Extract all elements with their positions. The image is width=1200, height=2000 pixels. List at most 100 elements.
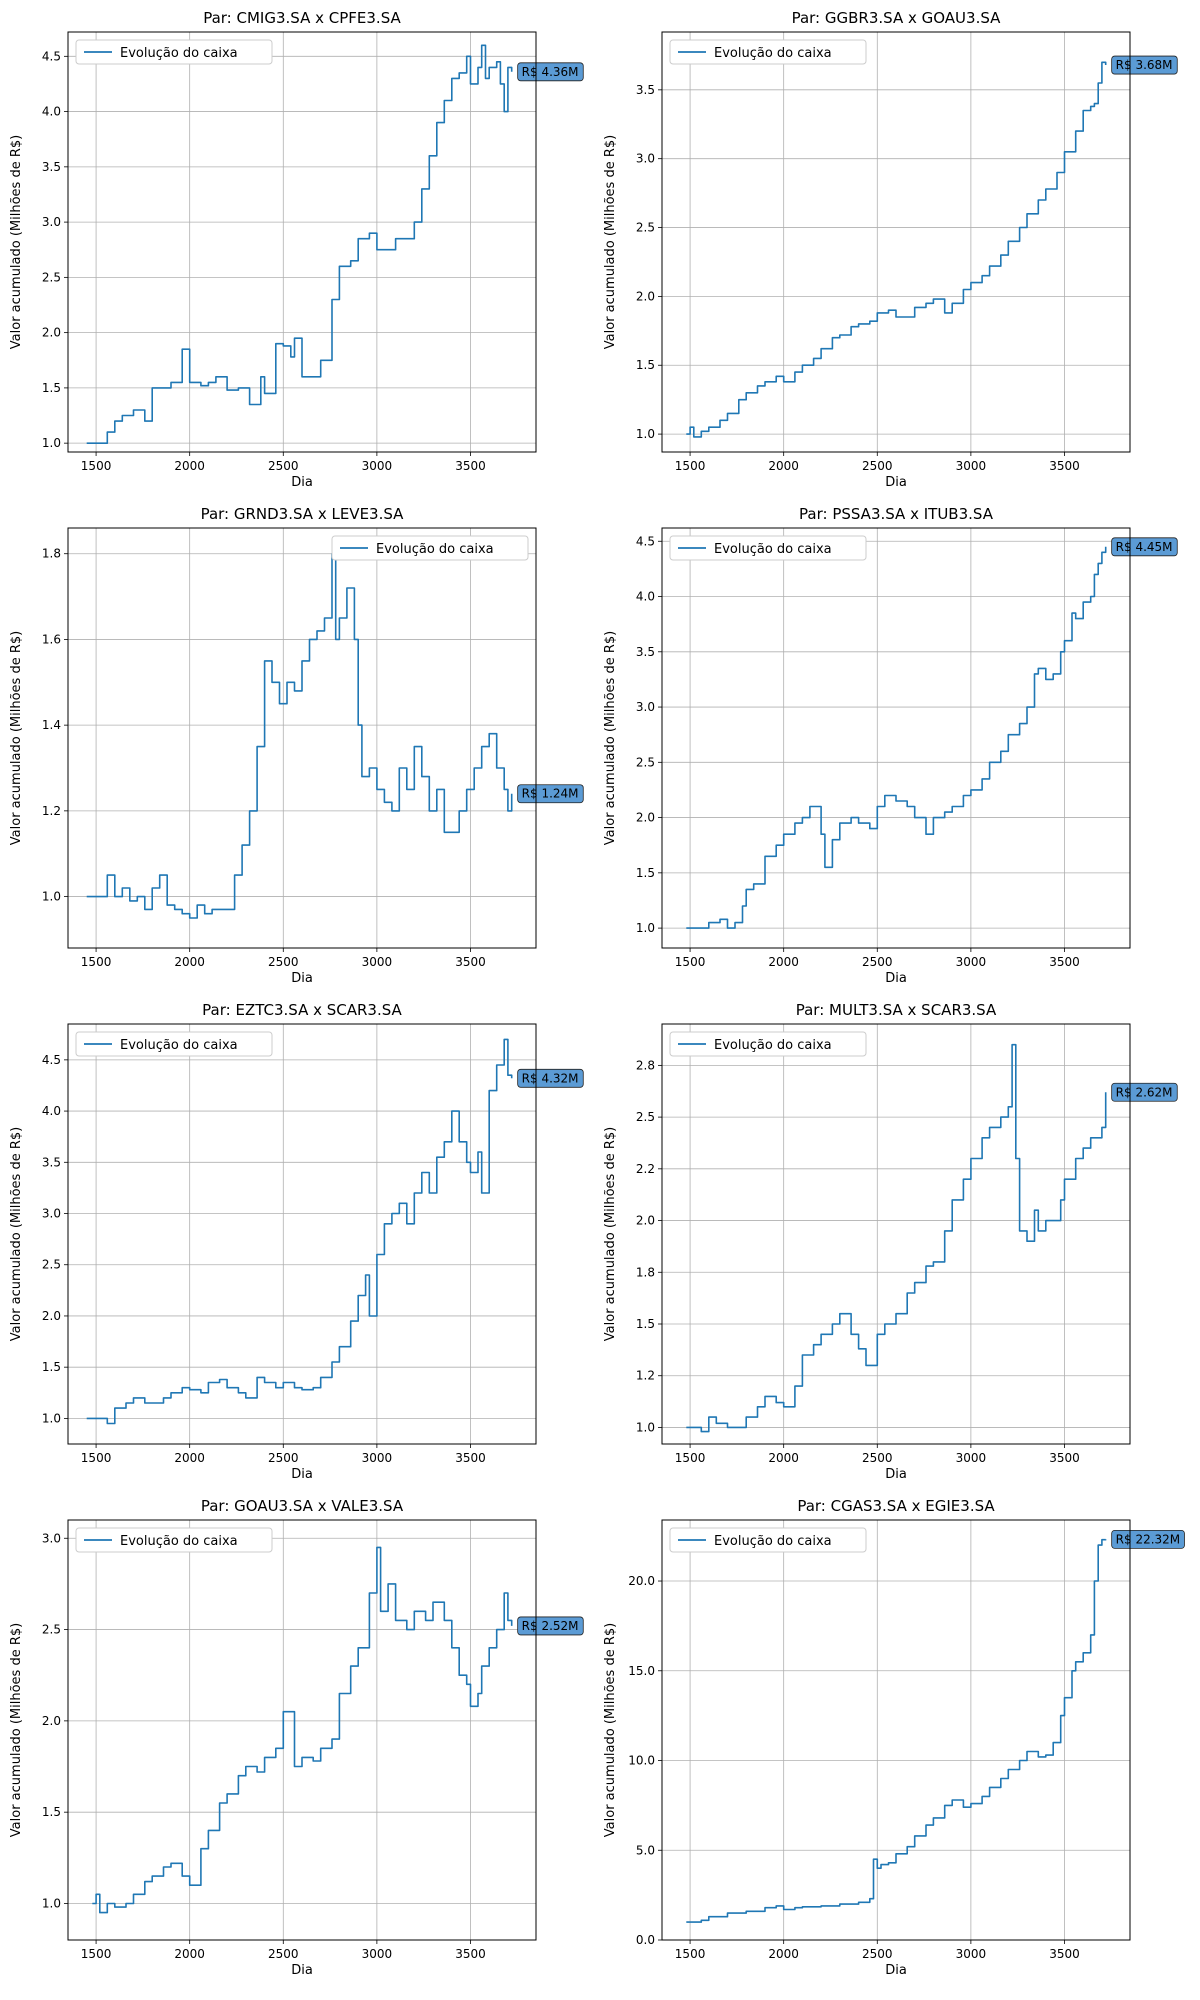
legend-label: Evolução do caixa bbox=[714, 542, 832, 557]
x-tick-label: 3500 bbox=[455, 955, 486, 969]
y-tick-label: 2.5 bbox=[636, 221, 655, 235]
legend-box bbox=[75, 1031, 273, 1057]
y-axis-label: Valor acumulado (Milhões de R$) bbox=[9, 631, 24, 845]
y-tick-label: 2.5 bbox=[636, 1110, 655, 1124]
x-tick-label: 2000 bbox=[174, 459, 205, 473]
chart-title: Par: CGAS3.SA x EGIE3.SA bbox=[797, 1497, 995, 1515]
legend: Evolução do caixa bbox=[75, 39, 273, 65]
y-tick-label: 1.5 bbox=[636, 866, 655, 880]
series-line-1 bbox=[686, 1538, 1107, 1923]
plot-frame bbox=[661, 1023, 1131, 1445]
y-tick-label: 1.5 bbox=[42, 381, 61, 395]
x-tick-label: 3500 bbox=[455, 1451, 486, 1465]
x-tick-label: 3500 bbox=[1049, 1451, 1080, 1465]
x-tick-label: 3500 bbox=[455, 1947, 486, 1961]
series-line-1 bbox=[86, 44, 513, 444]
final-value-box bbox=[517, 1616, 584, 1636]
y-tick-label: 4.5 bbox=[42, 49, 61, 63]
x-tick-label: 2000 bbox=[768, 459, 799, 473]
chart-panel-2: Par: GGBR3.SA x GOAU3.SA 1500 2000 2500 3000… bbox=[603, 9, 1178, 490]
x-axis-label: Dia bbox=[291, 1467, 313, 1482]
plot-frame bbox=[661, 1519, 1131, 1941]
plot-frame bbox=[67, 527, 537, 949]
x-tick-label: 1500 bbox=[81, 459, 112, 473]
legend: Evolução do caixa bbox=[669, 1031, 867, 1057]
final-value-text: R$ 2.62M bbox=[1116, 1085, 1173, 1099]
x-axis-label: Dia bbox=[885, 475, 907, 490]
chart-panel-4: Par: PSSA3.SA x ITUB3.SA 1500 2000 2500 3000… bbox=[603, 505, 1178, 986]
final-value-label: R$ 4.36M bbox=[517, 62, 584, 82]
y-axis-label: Valor acumulado (Milhões de R$) bbox=[603, 1623, 618, 1837]
final-value-box bbox=[517, 784, 584, 804]
x-tick-label: 2500 bbox=[268, 1947, 299, 1961]
y-tick-label: 2.0 bbox=[42, 326, 61, 340]
y-tick-label: 0.0 bbox=[636, 1933, 655, 1947]
final-value-label: R$ 3.68M bbox=[1111, 55, 1178, 75]
x-tick-label: 3000 bbox=[956, 1947, 987, 1961]
y-axis-label: Valor acumulado (Milhões de R$) bbox=[9, 1623, 24, 1837]
chart-title: Par: GGBR3.SA x GOAU3.SA bbox=[792, 9, 1002, 27]
y-tick-label: 5.0 bbox=[636, 1843, 655, 1857]
y-tick-label: 3.5 bbox=[42, 1155, 61, 1169]
x-axis-label: Dia bbox=[885, 971, 907, 986]
final-value-label: R$ 2.52M bbox=[517, 1616, 584, 1636]
series-line-1 bbox=[686, 546, 1107, 929]
x-tick-label: 2000 bbox=[174, 1451, 205, 1465]
x-tick-label: 3000 bbox=[956, 459, 987, 473]
chart-panel-1: Par: CMIG3.SA x CPFE3.SA 1500 2000 2500 3000… bbox=[9, 9, 584, 490]
x-tick-label: 3500 bbox=[1049, 1947, 1080, 1961]
final-value-text: R$ 4.32M bbox=[522, 1071, 579, 1085]
y-tick-label: 1.5 bbox=[636, 358, 655, 372]
plot-frame bbox=[67, 1519, 537, 1941]
plot-frame bbox=[661, 527, 1131, 949]
y-tick-label: 1.2 bbox=[42, 804, 61, 818]
y-tick-label: 1.8 bbox=[636, 1265, 655, 1279]
y-tick-label: 1.0 bbox=[42, 1411, 61, 1425]
y-tick-label: 1.2 bbox=[636, 1369, 655, 1383]
y-axis-label: Valor acumulado (Milhões de R$) bbox=[9, 1127, 24, 1341]
chart-title: Par: MULT3.SA x SCAR3.SA bbox=[796, 1001, 997, 1019]
y-tick-label: 4.0 bbox=[42, 105, 61, 119]
chart-title: Par: CMIG3.SA x CPFE3.SA bbox=[203, 9, 401, 27]
legend: Evolução do caixa bbox=[331, 535, 529, 561]
legend-box bbox=[669, 39, 867, 65]
plot-frame bbox=[67, 1023, 537, 1445]
x-tick-label: 2500 bbox=[268, 955, 299, 969]
y-tick-label: 20.0 bbox=[628, 1574, 655, 1588]
y-tick-label: 2.2 bbox=[636, 1162, 655, 1176]
chart-panel-5: Par: EZTC3.SA x SCAR3.SA 1500 2000 2500 3000… bbox=[9, 1001, 584, 1482]
y-tick-label: 3.0 bbox=[42, 1207, 61, 1221]
final-value-box bbox=[1111, 55, 1178, 75]
y-tick-label: 3.0 bbox=[636, 700, 655, 714]
plot-frame bbox=[67, 31, 537, 453]
x-tick-label: 3000 bbox=[362, 1451, 393, 1465]
x-tick-label: 2500 bbox=[268, 459, 299, 473]
final-value-text: R$ 22.32M bbox=[1116, 1532, 1181, 1546]
final-value-text: R$ 1.24M bbox=[522, 787, 579, 801]
y-tick-label: 3.0 bbox=[636, 152, 655, 166]
legend-label: Evolução do caixa bbox=[120, 1038, 238, 1053]
chart-title: Par: PSSA3.SA x ITUB3.SA bbox=[799, 505, 994, 523]
legend-label: Evolução do caixa bbox=[714, 1534, 832, 1549]
final-value-label: R$ 4.32M bbox=[517, 1068, 584, 1088]
final-value-text: R$ 4.45M bbox=[1116, 540, 1173, 554]
final-value-box bbox=[517, 1068, 584, 1088]
plot-frame bbox=[661, 31, 1131, 453]
x-tick-label: 1500 bbox=[81, 1451, 112, 1465]
final-value-text: R$ 3.68M bbox=[1116, 58, 1173, 72]
x-tick-label: 2500 bbox=[862, 1947, 893, 1961]
legend-box bbox=[669, 1031, 867, 1057]
x-tick-label: 3000 bbox=[362, 955, 393, 969]
final-value-box bbox=[517, 62, 584, 82]
y-tick-label: 2.0 bbox=[42, 1714, 61, 1728]
final-value-box bbox=[1111, 537, 1178, 557]
y-tick-label: 3.0 bbox=[42, 1531, 61, 1545]
legend-label: Evolução do caixa bbox=[120, 1534, 238, 1549]
y-tick-label: 2.0 bbox=[636, 1214, 655, 1228]
chart-title: Par: GRND3.SA x LEVE3.SA bbox=[201, 505, 405, 523]
legend-label: Evolução do caixa bbox=[714, 46, 832, 61]
y-tick-label: 2.5 bbox=[42, 1258, 61, 1272]
chart-panel-7: Par: GOAU3.SA x VALE3.SA 1500 2000 2500 3000… bbox=[9, 1497, 584, 1978]
y-tick-label: 1.0 bbox=[636, 921, 655, 935]
x-tick-label: 3000 bbox=[362, 1947, 393, 1961]
